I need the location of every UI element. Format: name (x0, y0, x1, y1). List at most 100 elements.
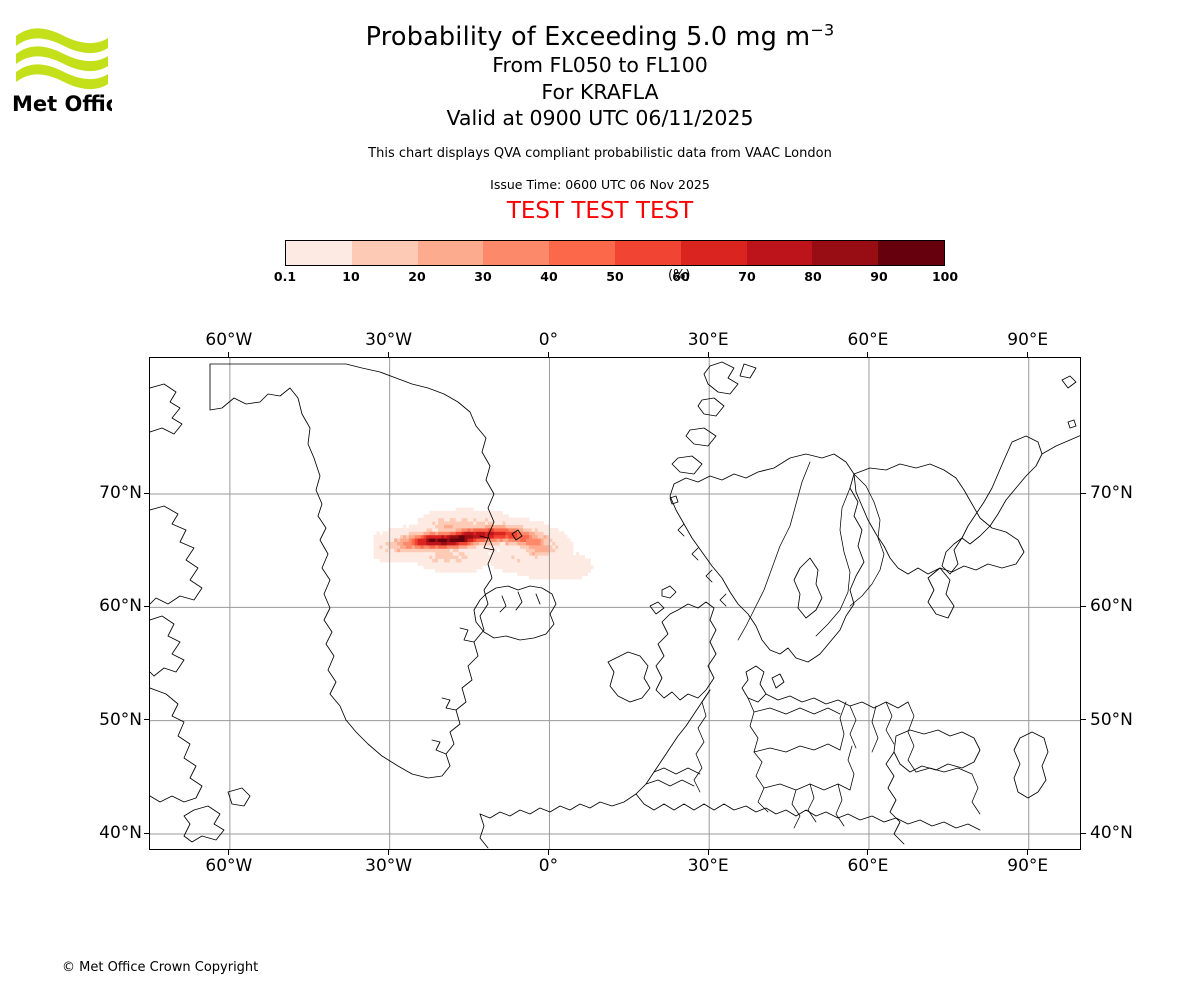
probability-cell (546, 575, 550, 580)
probability-cell (420, 528, 424, 532)
probability-cell (493, 517, 498, 522)
probability-cell (558, 572, 562, 576)
probability-cell (514, 541, 518, 546)
probability-cell (493, 541, 498, 546)
probability-cell (382, 534, 386, 539)
probability-cell (417, 545, 421, 549)
probability-cell (446, 514, 451, 519)
probability-cell (435, 548, 439, 553)
colorbar-gradient (285, 240, 945, 266)
probability-cell (499, 562, 503, 566)
probability-cell (528, 548, 533, 553)
probability-cell (534, 575, 539, 580)
probability-cell (476, 534, 480, 539)
probability-cell (394, 551, 398, 556)
probability-cell (432, 562, 436, 566)
probability-cell (581, 555, 585, 559)
probability-cell (540, 531, 544, 536)
probability-cell (555, 548, 559, 553)
probability-cell (508, 568, 512, 573)
probability-cell (417, 531, 421, 536)
probability-cell (482, 531, 486, 536)
probability-cell (499, 548, 503, 553)
probability-cell (531, 558, 536, 563)
probability-cell (531, 538, 536, 542)
probability-cell (537, 551, 542, 556)
probability-cell (508, 531, 512, 536)
probability-cell (470, 517, 474, 522)
probability-cell (540, 524, 544, 529)
probability-cell (537, 548, 542, 553)
probability-cell (461, 545, 465, 549)
probability-cell (443, 565, 448, 570)
probability-cell (446, 565, 451, 570)
probability-cell (502, 555, 506, 559)
colorbar-segment (483, 241, 550, 265)
probability-cell (443, 545, 448, 549)
probability-cell (493, 528, 498, 532)
probability-cell (438, 562, 442, 566)
probability-cell (502, 562, 506, 566)
colorbar-tick: 70 (738, 269, 756, 284)
colorbar-unit-label: (%) (668, 268, 691, 283)
map-canvas (150, 358, 1080, 849)
probability-cell (458, 528, 462, 532)
probability-cell (423, 551, 427, 556)
probability-cell (435, 555, 439, 559)
probability-cell (496, 517, 501, 522)
probability-cell (379, 558, 383, 563)
probability-cell (429, 562, 433, 566)
probability-cell (505, 534, 509, 539)
probability-cell (473, 517, 477, 522)
probability-cell (432, 521, 436, 525)
probability-cell (496, 551, 501, 556)
colorbar-tick: 40 (540, 269, 558, 284)
probability-cell (511, 568, 515, 573)
probability-cell (546, 545, 550, 549)
map-plot-area[interactable] (149, 357, 1081, 850)
probability-cell (528, 541, 533, 546)
probability-cell (449, 565, 454, 570)
probability-cell (385, 534, 389, 539)
probability-cell (555, 534, 559, 539)
probability-cell (484, 517, 489, 522)
probability-cell (569, 548, 574, 553)
probability-cell (517, 558, 521, 563)
probability-cell (482, 548, 486, 553)
probability-cell (414, 531, 419, 536)
probability-cell (549, 541, 553, 546)
probability-cell (455, 521, 460, 525)
probability-cell (552, 531, 556, 536)
probability-cell (569, 558, 574, 563)
probability-cell (537, 555, 542, 559)
probability-cell (537, 538, 542, 542)
probability-cell (438, 534, 442, 539)
probability-cell (397, 545, 401, 549)
probability-cell (540, 545, 544, 549)
probability-cell (452, 528, 457, 532)
probability-cell (452, 524, 457, 529)
lon-label-top: 30°W (365, 330, 413, 350)
probability-cell (511, 558, 515, 563)
probability-cell (411, 531, 416, 536)
probability-cell (581, 565, 585, 570)
probability-cell (385, 555, 389, 559)
probability-cell (476, 514, 480, 519)
probability-cell (526, 558, 530, 563)
probability-cell (452, 555, 457, 559)
probability-cell (423, 548, 427, 553)
probability-cell (394, 538, 398, 542)
probability-cell (499, 531, 503, 536)
probability-cell (400, 545, 404, 549)
probability-cell (564, 555, 568, 559)
probability-cell (449, 538, 454, 542)
probability-cell (564, 562, 568, 566)
probability-cell (482, 541, 486, 546)
probability-cell (555, 568, 559, 573)
probability-cell (531, 524, 536, 529)
colorbar-segment (812, 241, 879, 265)
probability-cell (526, 565, 530, 570)
probability-cell (473, 538, 477, 542)
probability-cell (479, 562, 483, 566)
probability-cell (426, 524, 430, 529)
